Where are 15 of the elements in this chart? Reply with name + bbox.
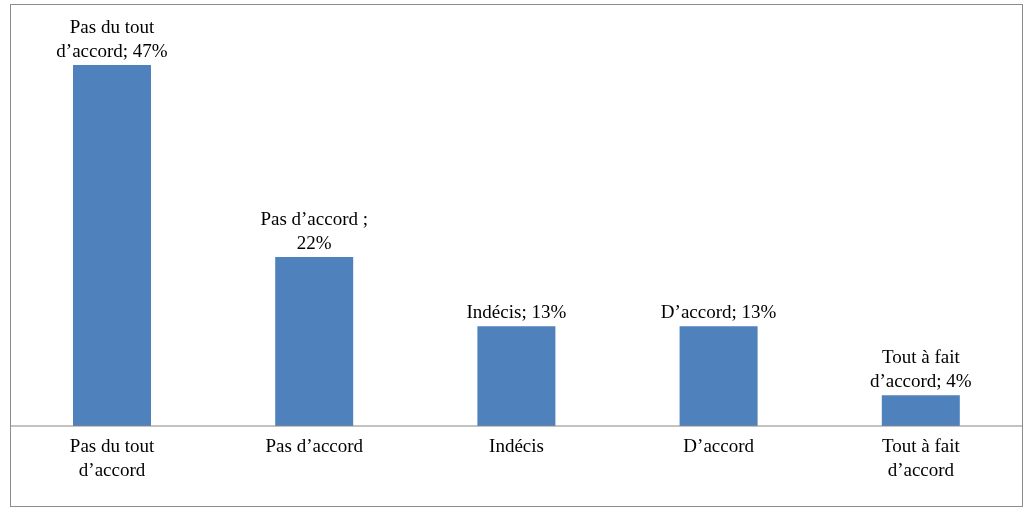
bar (679, 326, 758, 426)
data-label: Tout à fait d’accord; 4% (869, 346, 972, 392)
data-label: Indécis; 13% (466, 301, 567, 323)
bar (881, 395, 960, 426)
bar (477, 326, 556, 426)
x-tick-label: Tout à fait d’accord (881, 435, 961, 480)
bar (73, 65, 151, 426)
x-tick-label: Indécis (489, 435, 544, 456)
x-tick-label: D’accord (683, 435, 755, 456)
x-tick-label: Pas d’accord (265, 435, 364, 456)
data-label: Pas du tout d’accord; 47% (56, 16, 168, 61)
data-label: D’accord; 13% (660, 301, 777, 323)
x-tick-label: Pas du tout d’accord (69, 435, 156, 480)
data-label: Pas d’accord ; 22% (260, 208, 369, 254)
bar (275, 257, 354, 426)
